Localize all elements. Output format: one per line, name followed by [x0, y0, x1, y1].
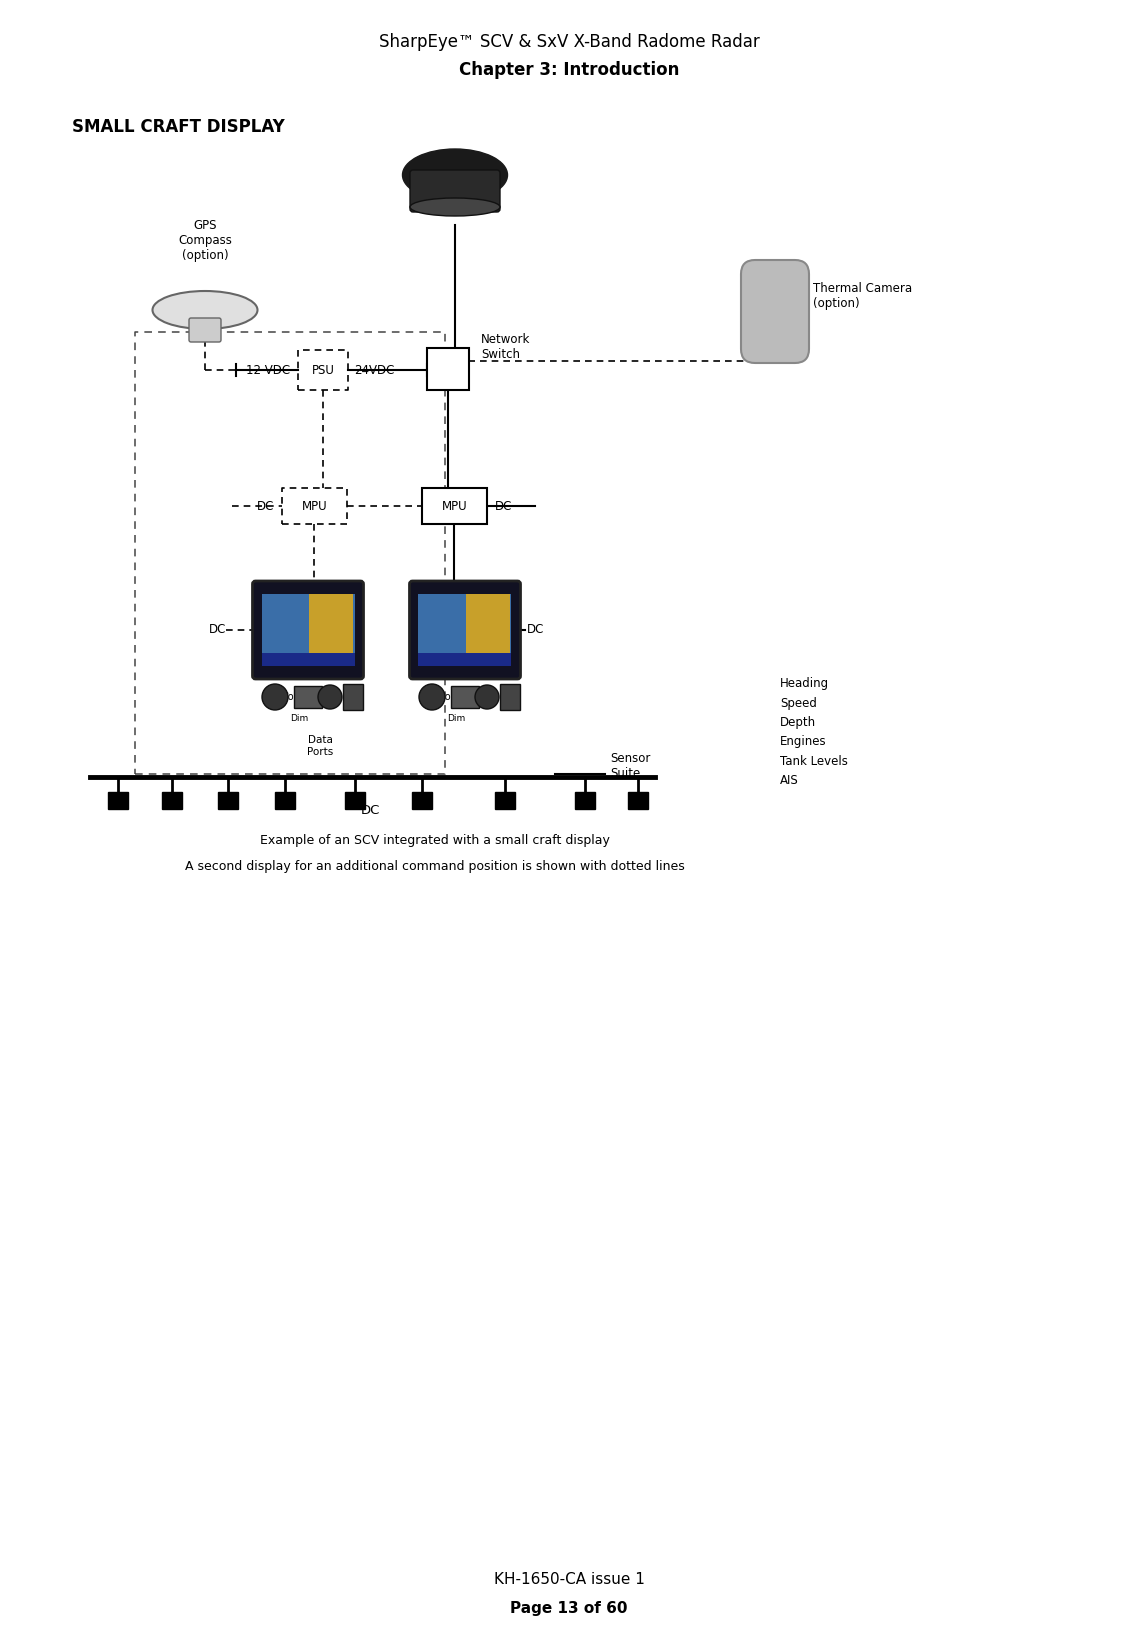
Bar [343, 684, 363, 710]
Bar [262, 595, 355, 666]
Circle shape [318, 686, 343, 709]
Text: Heading
Speed
Depth
Engines
Tank Levels
AIS: Heading Speed Depth Engines Tank Levels … [780, 677, 848, 788]
Bar [419, 653, 511, 666]
Ellipse shape [410, 198, 500, 216]
Text: A second display for an additional command position is shown with dotted lines: A second display for an additional comma… [185, 861, 685, 872]
Bar [262, 653, 355, 666]
Bar [500, 684, 520, 710]
Bar [162, 791, 182, 809]
Text: Dim: Dim [290, 714, 308, 724]
Text: Data
Ports: Data Ports [307, 735, 333, 757]
Text: KH-1650-CA issue 1: KH-1650-CA issue 1 [494, 1573, 644, 1588]
Circle shape [475, 686, 498, 709]
Bar [412, 791, 432, 809]
FancyBboxPatch shape [253, 582, 363, 679]
Text: Chapter 3: Introduction: Chapter 3: Introduction [459, 61, 679, 79]
Ellipse shape [403, 149, 508, 202]
Text: DC: DC [257, 499, 274, 512]
Text: 24VDC: 24VDC [354, 363, 395, 377]
Text: SharpEye™ SCV & SxV X-Band Radome Radar: SharpEye™ SCV & SxV X-Band Radome Radar [379, 33, 759, 51]
Text: DC: DC [527, 623, 544, 636]
Text: SMALL CRAFT DISPLAY: SMALL CRAFT DISPLAY [72, 117, 284, 135]
Bar [495, 791, 516, 809]
Text: Page 13 of 60: Page 13 of 60 [510, 1601, 628, 1616]
Bar [422, 487, 487, 524]
Text: GPS
Compass
(option): GPS Compass (option) [178, 220, 232, 263]
Bar [108, 791, 127, 809]
Bar [628, 791, 648, 809]
FancyBboxPatch shape [410, 170, 500, 211]
Text: Example of an SCV integrated with a small craft display: Example of an SCV integrated with a smal… [261, 834, 610, 847]
Ellipse shape [152, 291, 257, 329]
Text: DC: DC [495, 499, 512, 512]
Bar [294, 686, 322, 709]
Bar [427, 349, 469, 390]
Text: 12 VDC: 12 VDC [246, 363, 290, 377]
Bar [275, 791, 295, 809]
Bar [310, 595, 354, 666]
Bar [419, 595, 511, 666]
Text: Sensor
Suite: Sensor Suite [610, 752, 651, 780]
Text: Dim: Dim [447, 714, 465, 724]
Circle shape [262, 684, 288, 710]
Bar [465, 595, 511, 666]
Text: PSU: PSU [312, 363, 335, 377]
Text: DC: DC [208, 623, 226, 636]
Bar [345, 791, 365, 809]
Text: Controllers: Controllers [438, 692, 492, 702]
Circle shape [419, 684, 445, 710]
Text: MPU: MPU [302, 499, 328, 512]
FancyBboxPatch shape [189, 317, 221, 342]
Text: Thermal Camera
(option): Thermal Camera (option) [813, 282, 913, 311]
Text: DC: DC [361, 805, 380, 818]
Text: MPU: MPU [442, 499, 468, 512]
FancyBboxPatch shape [410, 582, 520, 679]
Bar [451, 686, 479, 709]
Text: Network
Switch: Network Switch [481, 334, 530, 362]
Bar [575, 791, 595, 809]
Text: Controllers: Controllers [281, 692, 335, 702]
FancyBboxPatch shape [741, 259, 809, 363]
Bar [218, 791, 238, 809]
